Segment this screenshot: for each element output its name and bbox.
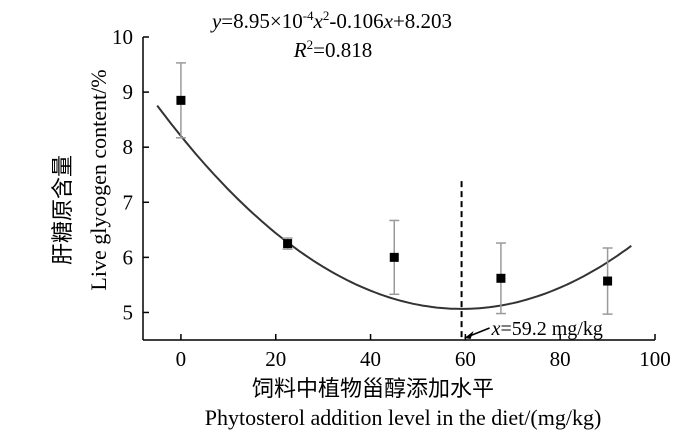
y-tick-label: 8 (123, 135, 134, 159)
data-point (176, 95, 186, 105)
data-point (496, 273, 506, 283)
y-tick-label: 10 (112, 25, 133, 49)
x-tick-label: 0 (176, 347, 187, 371)
optimum-arrowhead (464, 331, 474, 339)
x-axis-title-en: Phytosterol addition level in the diet/(… (205, 405, 602, 430)
optimum-label: x=59.2 mg/kg (491, 318, 603, 340)
y-tick-label: 9 (123, 80, 134, 104)
x-tick-label: 20 (265, 347, 286, 371)
x-axis-ticks: 0 20 40 60 80 100 (176, 334, 671, 371)
data-points (175, 62, 613, 315)
r-squared: R2=0.818 (293, 37, 372, 62)
regression-equation: y=8.95×10-4x2-0.106x+8.203 (210, 8, 452, 33)
y-axis-ticks: 5 6 7 8 9 10 (112, 25, 149, 324)
data-point-group (602, 247, 613, 315)
y-tick-label: 7 (123, 190, 134, 214)
x-axis-title-cn: 饲料中植物甾醇添加水平 (252, 377, 494, 402)
data-point (389, 252, 399, 262)
x-tick-label: 40 (360, 347, 381, 371)
data-point (603, 276, 613, 286)
data-point-group (282, 237, 293, 250)
y-tick-label: 6 (123, 245, 134, 269)
y-axis-title-cn: 肝糖原含量 (51, 155, 76, 265)
axes (142, 37, 655, 341)
fit-curve (156, 104, 632, 310)
data-point-group (495, 242, 506, 315)
y-tick-label: 5 (123, 300, 134, 324)
x-tick-label: 100 (639, 347, 671, 371)
x-tick-label: 80 (550, 347, 571, 371)
data-point-group (389, 219, 400, 296)
data-point-group (175, 62, 186, 139)
data-point (283, 239, 293, 249)
y-axis-title-en: Live glycogen content/% (86, 69, 111, 290)
x-tick-label: 60 (455, 347, 476, 371)
